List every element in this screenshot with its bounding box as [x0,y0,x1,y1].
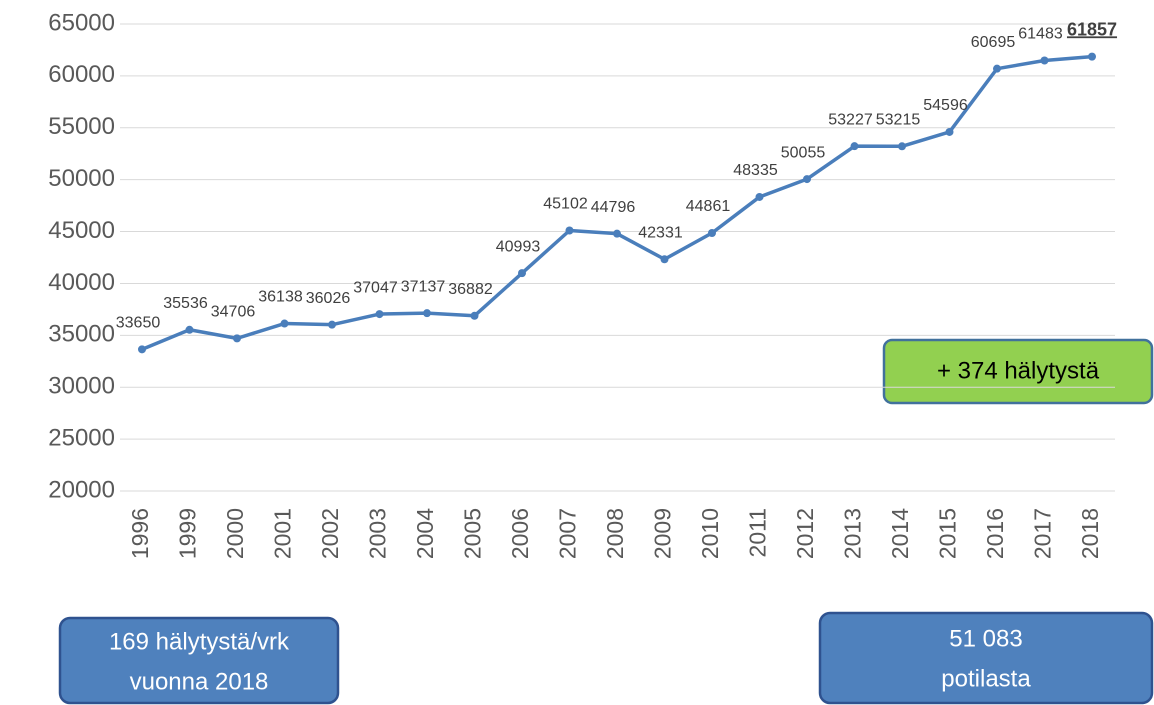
x-tick-label: 1996 [127,508,153,559]
data-label: 33650 [116,315,161,332]
point [565,226,574,235]
y-tick-label: 60000 [48,61,115,88]
y-tick-label: 25000 [48,424,115,451]
annotation: potilasta [941,665,1031,692]
y-tick-label: 20000 [48,476,115,503]
data-label: 53227 [828,111,873,128]
annotation: + 374 hälytystä [937,357,1100,384]
x-tick-label: 2004 [412,508,438,559]
point [1040,56,1049,65]
x-tick-label: 2012 [792,508,818,559]
x-tick-label: 2014 [887,508,913,559]
data-label: 50055 [781,144,826,161]
point [375,310,384,319]
x-tick-label: 2008 [602,508,628,559]
point [850,142,859,151]
data-label: 53215 [876,112,921,129]
y-tick-label: 45000 [48,217,115,244]
annotation: vuonna 2018 [130,668,269,695]
data-label: 48335 [733,162,778,179]
x-tick-label: 2017 [1030,508,1056,559]
right-box [818,611,1154,705]
point [1088,52,1096,61]
point [993,64,1001,73]
data-label: 61857 [1067,19,1117,39]
y-tick-label: 35000 [48,321,115,348]
data-label: 37137 [401,278,446,295]
x-tick-label: 2006 [507,508,533,559]
point [138,345,146,354]
x-tick-label: 2013 [840,508,866,559]
point [660,255,669,264]
x-tick-label: 2011 [745,508,771,557]
data-label: 60695 [971,34,1016,51]
data-label: 35536 [163,295,208,312]
point [803,175,811,184]
point [945,127,954,136]
y-tick-label: 65000 [48,9,115,36]
data-label: 36138 [258,289,303,306]
point [755,192,764,201]
x-tick-label: 2003 [365,508,391,559]
data-label: 44861 [686,198,731,215]
x-tick-label: 1999 [175,508,201,559]
data-label: 34706 [211,304,256,321]
x-tick-label: 2000 [222,508,248,559]
data-label: 40993 [496,238,541,255]
point [613,229,621,238]
x-tick-label: 2010 [697,508,723,559]
x-tick-label: 2002 [317,508,343,559]
y-tick-label: 50000 [48,165,115,192]
data-label: 54596 [923,97,968,114]
x-tick-label: 2016 [982,508,1008,559]
point [233,334,241,343]
point [708,228,716,237]
data-label: 45102 [543,196,588,213]
x-tick-label: 2018 [1077,508,1103,559]
point [423,309,431,318]
annotation: 169 hälytystä/vrk [109,628,290,655]
y-tick-label: 55000 [48,113,115,140]
point [898,142,906,151]
left-box [58,616,340,705]
data-label: 42331 [638,224,683,241]
x-tick-label: 2001 [270,508,296,559]
point [518,269,526,278]
y-tick-label: 40000 [48,269,115,296]
data-label: 36026 [306,290,351,307]
data-label: 37047 [353,279,398,296]
data-label: 44796 [591,199,636,216]
point [470,311,479,320]
point [280,319,289,328]
annotation: 51 083 [949,625,1022,652]
x-tick-label: 2015 [935,508,961,559]
x-tick-label: 2009 [650,508,676,559]
x-tick-label: 2007 [555,508,581,559]
y-tick-label: 30000 [48,373,115,400]
data-label: 61483 [1018,26,1063,43]
point [185,325,194,334]
point [328,320,336,329]
data-label: 36882 [448,281,493,298]
x-tick-label: 2005 [460,508,486,559]
